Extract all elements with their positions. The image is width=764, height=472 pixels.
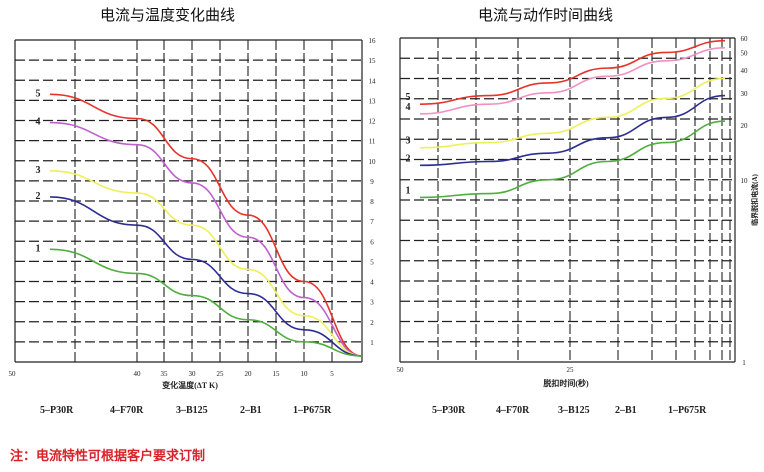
- y-tick-label: 20: [741, 122, 749, 130]
- series-label-5: 5: [406, 92, 411, 103]
- x-tick-label: 25: [217, 370, 225, 378]
- series-label-2: 2: [36, 191, 41, 202]
- x-axis-label: 变化温度(ΔT K): [162, 380, 218, 390]
- right-legend-2: 2–B1: [615, 405, 637, 416]
- x-tick-label: 5: [330, 370, 334, 378]
- line-series-4: [419, 47, 726, 115]
- line-series-5: [49, 93, 363, 357]
- y-tick-label: 8: [370, 198, 374, 206]
- y-tick-label: 16: [369, 37, 377, 45]
- line-series-2: [419, 94, 726, 167]
- y-tick-label: 1: [742, 359, 746, 367]
- line-series-3: [49, 170, 363, 357]
- left-legend-2: 2–B1: [240, 405, 262, 416]
- line-series-1: [419, 120, 726, 199]
- series-label-2: 2: [406, 153, 411, 164]
- series-label-1: 1: [36, 243, 41, 254]
- x-tick-label: 50: [397, 366, 405, 374]
- series-label-3: 3: [406, 136, 411, 147]
- y-tick-label: 1: [370, 339, 374, 347]
- x-tick-label: 40: [134, 370, 142, 378]
- x-tick-label: 10: [301, 370, 309, 378]
- y-tick-label: 4: [370, 279, 374, 287]
- right-legend-5: 5–P30R: [432, 405, 466, 416]
- left-chart-title: 电流与温度变化曲线: [100, 6, 236, 24]
- x-tick-label: 25: [567, 366, 575, 374]
- y-tick-label: 6: [370, 238, 374, 246]
- line-series-1: [49, 248, 363, 357]
- x-tick-label: 50: [9, 370, 17, 378]
- x-tick-label: 35: [161, 370, 169, 378]
- left-legend-1: 1–P675R: [293, 405, 332, 416]
- series-label-4: 4: [406, 102, 411, 113]
- x-tick-label: 15: [273, 370, 281, 378]
- y-tick-label: 3: [370, 299, 374, 307]
- series-label-3: 3: [36, 165, 41, 176]
- customization-note: 注：电流特性可根据客户要求订制: [10, 449, 206, 464]
- y-tick-label: 13: [369, 97, 377, 105]
- left-legend-5: 5–P30R: [40, 405, 74, 416]
- y-tick-label: 12: [369, 118, 377, 126]
- right-legend-3: 3–B125: [558, 405, 590, 416]
- y-tick-label: 10: [741, 177, 749, 185]
- y-tick-label: 14: [369, 77, 377, 85]
- y-tick-label: 10: [369, 158, 377, 166]
- x-axis-label: 脱扣时间(秒): [543, 378, 589, 388]
- line-series-4: [49, 121, 363, 357]
- x-tick-label: 20: [245, 370, 253, 378]
- left-legend-4: 4–F70R: [110, 405, 144, 416]
- y-tick-label: 40: [741, 67, 749, 75]
- y-tick-label: 15: [369, 57, 377, 65]
- series-label-1: 1: [406, 185, 411, 196]
- right-legend-1: 1–P675R: [668, 405, 707, 416]
- left-legend-3: 3–B125: [176, 405, 208, 416]
- right-legend-4: 4–F70R: [496, 405, 530, 416]
- right-chart-title: 电流与动作时间曲线: [478, 6, 614, 24]
- series-label-5: 5: [36, 88, 41, 99]
- y-tick-label: 2: [370, 319, 374, 327]
- y-tick-label: 30: [741, 90, 749, 98]
- y-axis-label: 临界脱扣电流(A): [750, 173, 759, 225]
- y-tick-label: 11: [369, 138, 376, 146]
- y-tick-label: 60: [741, 35, 749, 43]
- y-tick-label: 9: [370, 178, 374, 186]
- y-tick-label: 50: [741, 49, 749, 57]
- line-series-5: [419, 39, 726, 105]
- y-tick-label: 5: [370, 258, 374, 266]
- series-label-4: 4: [36, 117, 41, 128]
- y-tick-label: 7: [370, 218, 374, 226]
- line-series-2: [49, 196, 363, 357]
- x-tick-label: 30: [189, 370, 197, 378]
- line-series-3: [419, 77, 726, 149]
